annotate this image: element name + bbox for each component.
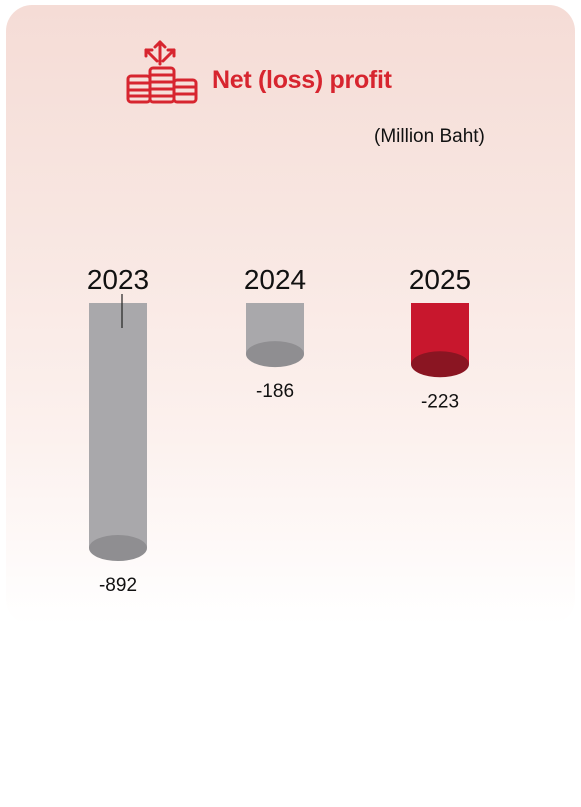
- category-label-2025: 2025: [409, 264, 471, 295]
- value-label-2023: -892: [99, 575, 137, 596]
- value-label-2024: -186: [256, 381, 294, 402]
- bar-base-2023: [89, 535, 147, 561]
- bar-2023: [89, 303, 147, 548]
- bar-base-2024: [246, 341, 304, 368]
- value-label-2025: -223: [421, 391, 459, 412]
- bar-base-2025: [411, 351, 469, 378]
- unit-label: (Million Baht): [374, 126, 485, 147]
- category-label-2024: 2024: [244, 264, 306, 295]
- chart-title: Net (loss) profit: [212, 66, 392, 94]
- coins-with-arrows-icon: [126, 40, 198, 104]
- category-label-2023: 2023: [87, 264, 149, 295]
